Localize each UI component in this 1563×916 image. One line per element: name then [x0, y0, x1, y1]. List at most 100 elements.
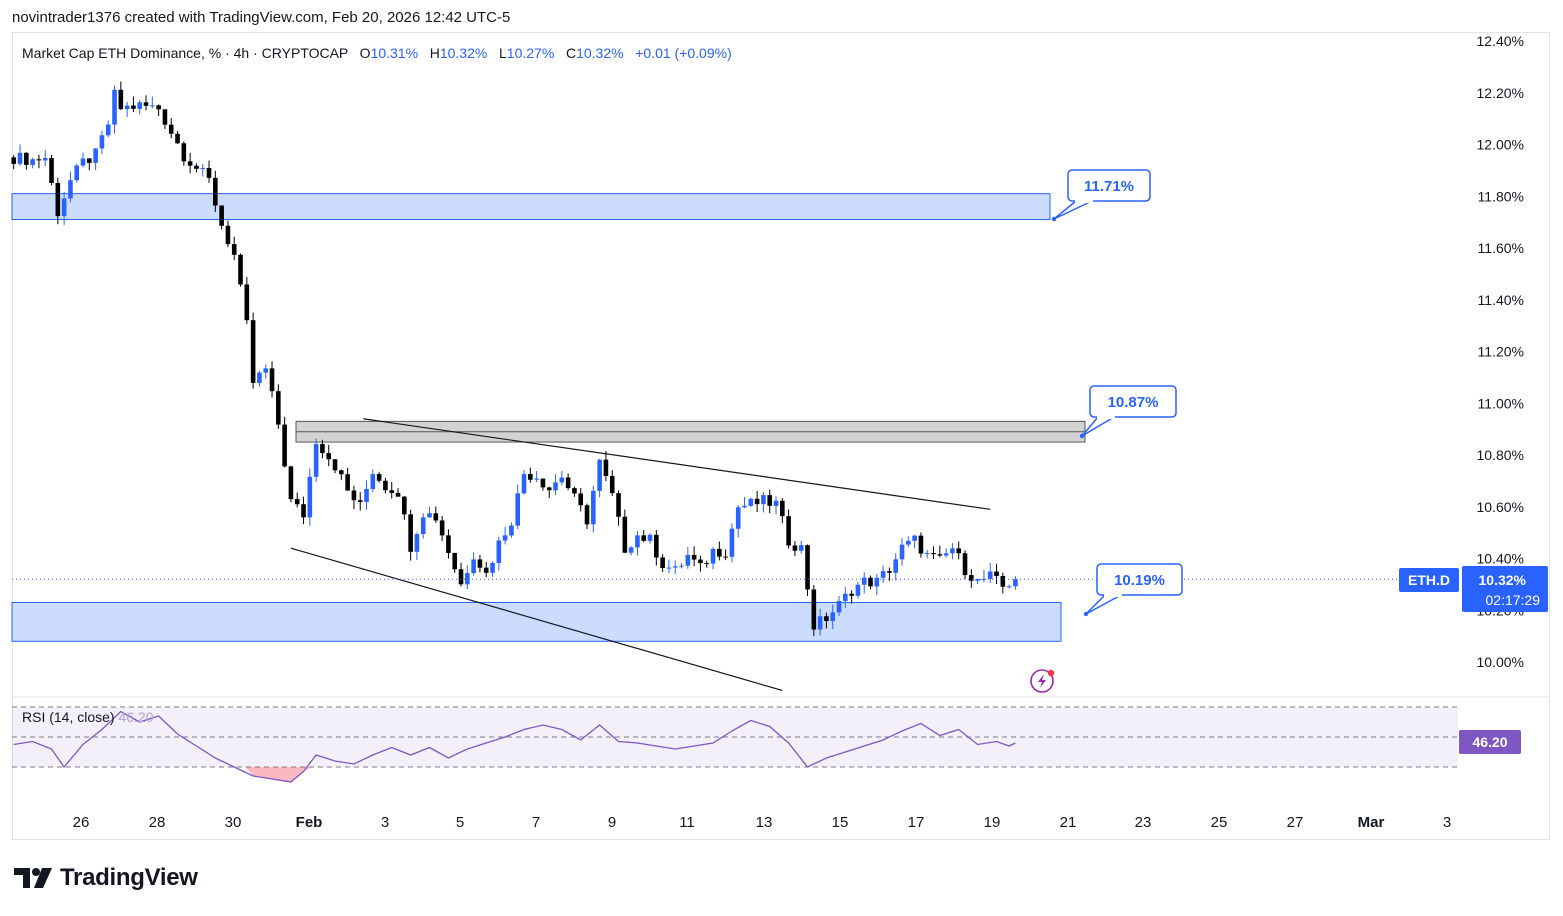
candle-body — [849, 593, 854, 596]
candle-body — [313, 444, 319, 477]
lightning-alert-icon[interactable] — [1030, 669, 1055, 693]
candle-body — [553, 482, 558, 491]
callout-tail — [1085, 594, 1122, 615]
candle-body — [931, 553, 936, 555]
candle-body — [798, 545, 804, 551]
x-tick-label: 19 — [984, 814, 1001, 831]
candle-body — [213, 177, 218, 206]
candle — [389, 482, 395, 499]
zone-callout-2: 10.87% — [1079, 385, 1177, 439]
candle-body — [735, 507, 741, 529]
candle — [654, 530, 659, 566]
candle — [206, 160, 212, 183]
candle — [219, 205, 224, 230]
candle — [446, 529, 451, 559]
candle — [49, 154, 54, 186]
callout-label: 11.71% — [1084, 178, 1134, 195]
candle-body — [912, 535, 917, 541]
candle — [483, 561, 489, 578]
candle — [855, 581, 861, 599]
candle — [231, 236, 237, 261]
candle — [131, 96, 136, 113]
candle — [143, 95, 149, 111]
candle-body — [578, 493, 584, 506]
chart-author-line: novintrader1376 created with TradingView… — [12, 9, 511, 26]
candle-body — [414, 534, 420, 552]
candle-body — [458, 569, 464, 585]
candle-body — [433, 513, 439, 521]
candle — [906, 536, 911, 548]
candle-body — [320, 444, 325, 454]
candle-body — [61, 198, 67, 217]
candle — [383, 477, 388, 494]
candle — [572, 486, 577, 497]
price-badge: 10.32% 02:17:29 — [1462, 566, 1548, 612]
candle — [937, 545, 943, 558]
ticker-badge: ETH.D — [1399, 568, 1459, 592]
candle-body — [206, 167, 212, 178]
candle-body — [339, 470, 344, 475]
candle-body — [143, 102, 149, 106]
candle-body — [874, 577, 880, 587]
open-label: O — [359, 45, 371, 61]
candle — [717, 541, 722, 561]
candle-body — [861, 577, 867, 585]
candle-body — [427, 513, 432, 518]
candle-body — [830, 612, 836, 621]
x-tick-label: 5 — [456, 814, 464, 831]
candle-body — [691, 554, 697, 560]
candle-body — [55, 182, 61, 217]
candle — [962, 550, 968, 580]
candle-body — [465, 573, 470, 585]
candle — [603, 450, 609, 482]
candle — [950, 543, 955, 560]
candle-body — [855, 584, 861, 596]
y-tick-label: 11.80% — [1478, 188, 1524, 204]
candle — [244, 277, 250, 324]
candle-body — [565, 477, 571, 489]
candle — [332, 459, 338, 474]
candle-body — [156, 105, 161, 110]
candle — [124, 101, 130, 117]
tradingview-watermark[interactable]: TradingView — [14, 864, 198, 892]
symbol-title: Market Cap ETH Dominance, % · 4h · CRYPT… — [22, 45, 348, 61]
candle-body — [68, 180, 73, 199]
candle — [817, 608, 823, 636]
trendline-lower — [290, 547, 783, 692]
callout-anchor — [1079, 433, 1085, 439]
candle-body — [534, 478, 539, 480]
candle-body — [635, 535, 640, 548]
candle-body — [824, 616, 829, 621]
y-tick-label: 12.40% — [1477, 33, 1524, 49]
y-tick-label: 11.60% — [1478, 240, 1524, 256]
candle-body — [559, 477, 565, 483]
candle-body — [99, 135, 105, 149]
symbol-legend[interactable]: Market Cap ETH Dominance, % · 4h · CRYPT… — [22, 45, 732, 61]
candle — [225, 220, 231, 248]
candle-body — [969, 575, 974, 581]
candle — [515, 484, 521, 530]
candle — [502, 526, 508, 545]
x-tick-label: 25 — [1211, 814, 1228, 831]
rsi-legend[interactable]: RSI (14, close) 46.20 — [22, 709, 154, 725]
candle-body — [402, 496, 407, 515]
candle-body — [187, 161, 193, 166]
candle-body — [817, 616, 823, 630]
candle — [364, 480, 369, 510]
candle-body — [906, 540, 911, 545]
candle — [811, 584, 817, 637]
candle-body — [105, 124, 111, 136]
candle-body — [231, 244, 237, 255]
candle-body — [490, 562, 495, 573]
candle-body — [521, 473, 527, 494]
callout-tail — [1081, 416, 1115, 437]
candle-body — [471, 559, 476, 574]
zone-3 — [11, 601, 1062, 642]
candle — [805, 544, 810, 596]
candle — [1013, 576, 1018, 590]
candle — [282, 416, 287, 468]
candle-body — [36, 159, 42, 161]
candle-body — [288, 466, 294, 500]
candle — [408, 509, 413, 561]
